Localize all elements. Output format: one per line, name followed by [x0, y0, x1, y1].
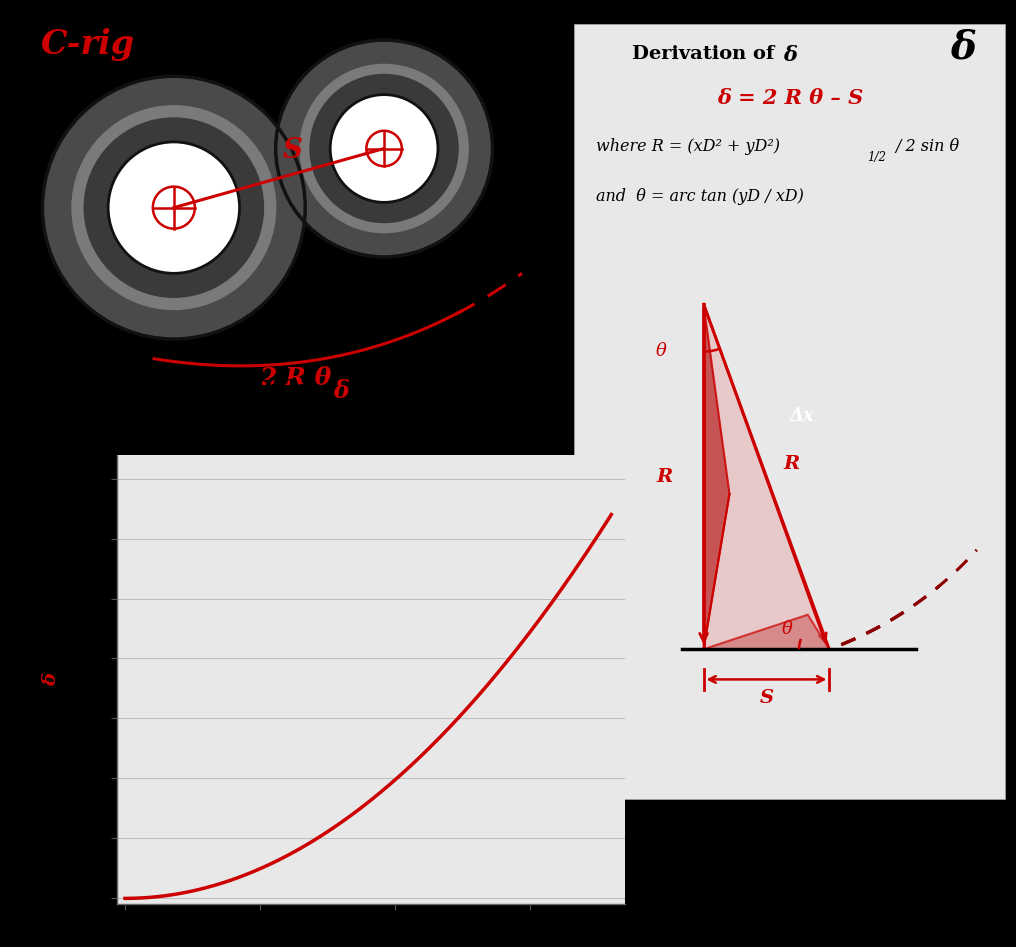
Text: and  θ = arc tan (yD / xD): and θ = arc tan (yD / xD) — [595, 188, 804, 205]
Polygon shape — [703, 304, 829, 650]
Text: Derivation of: Derivation of — [632, 45, 781, 63]
Text: θ: θ — [656, 342, 666, 360]
Text: Change in Roadway Slope: Change in Roadway Slope — [210, 420, 531, 441]
Text: δ: δ — [783, 45, 798, 65]
Text: Shear  Pulse: Shear Pulse — [167, 379, 330, 401]
Circle shape — [330, 95, 438, 203]
Circle shape — [275, 40, 493, 257]
Text: (in): (in) — [63, 666, 79, 693]
Text: 1/2: 1/2 — [868, 151, 887, 164]
Text: Δx: Δx — [790, 406, 815, 424]
X-axis label: Change in Roadway Slope yD/xD (%): Change in Roadway Slope yD/xD (%) — [215, 936, 526, 947]
Text: C-rig: C-rig — [41, 28, 135, 62]
Polygon shape — [703, 615, 829, 650]
Text: δ = 2 R θ – S: δ = 2 R θ – S — [717, 88, 863, 108]
Text: Shear Pulse: Shear Pulse — [12, 631, 28, 728]
Text: S: S — [282, 137, 302, 165]
Circle shape — [72, 106, 275, 310]
Circle shape — [310, 75, 458, 223]
Text: δ: δ — [950, 28, 975, 66]
Polygon shape — [703, 304, 729, 650]
Circle shape — [84, 118, 263, 297]
Text: θ: θ — [781, 620, 792, 638]
Circle shape — [300, 64, 468, 233]
Text: 2 R θ: 2 R θ — [259, 366, 331, 390]
Text: R: R — [783, 455, 800, 473]
Circle shape — [108, 142, 240, 274]
Text: δ: δ — [333, 379, 348, 402]
Text: δ: δ — [42, 673, 60, 686]
Text: vs: vs — [391, 379, 425, 401]
Text: where R = (xD² + yD²): where R = (xD² + yD²) — [595, 138, 779, 155]
FancyBboxPatch shape — [574, 24, 1006, 800]
Circle shape — [43, 76, 305, 339]
Text: / 2 sin θ: / 2 sin θ — [896, 138, 960, 155]
Text: R: R — [656, 468, 673, 486]
Text: S: S — [759, 689, 773, 707]
